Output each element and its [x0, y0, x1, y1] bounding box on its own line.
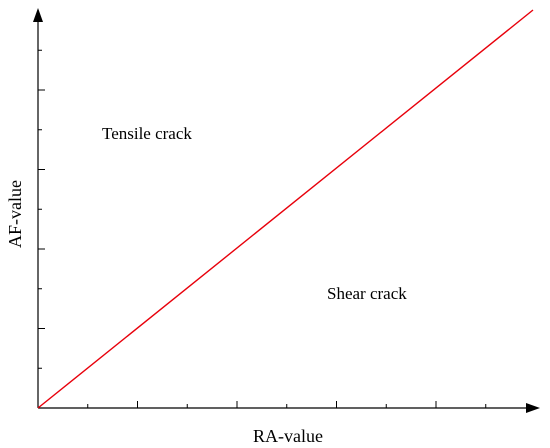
axis-ticks	[38, 49, 487, 408]
x-axis-arrowhead	[526, 403, 540, 413]
y-axis-arrowhead	[33, 8, 43, 22]
crack-boundary-line	[37, 9, 534, 409]
x-axis-title: RA-value	[253, 426, 323, 446]
tensile-crack-label: Tensile crack	[102, 124, 192, 143]
shear-crack-label: Shear crack	[327, 284, 407, 303]
y-axis-title: AF-value	[5, 180, 25, 248]
